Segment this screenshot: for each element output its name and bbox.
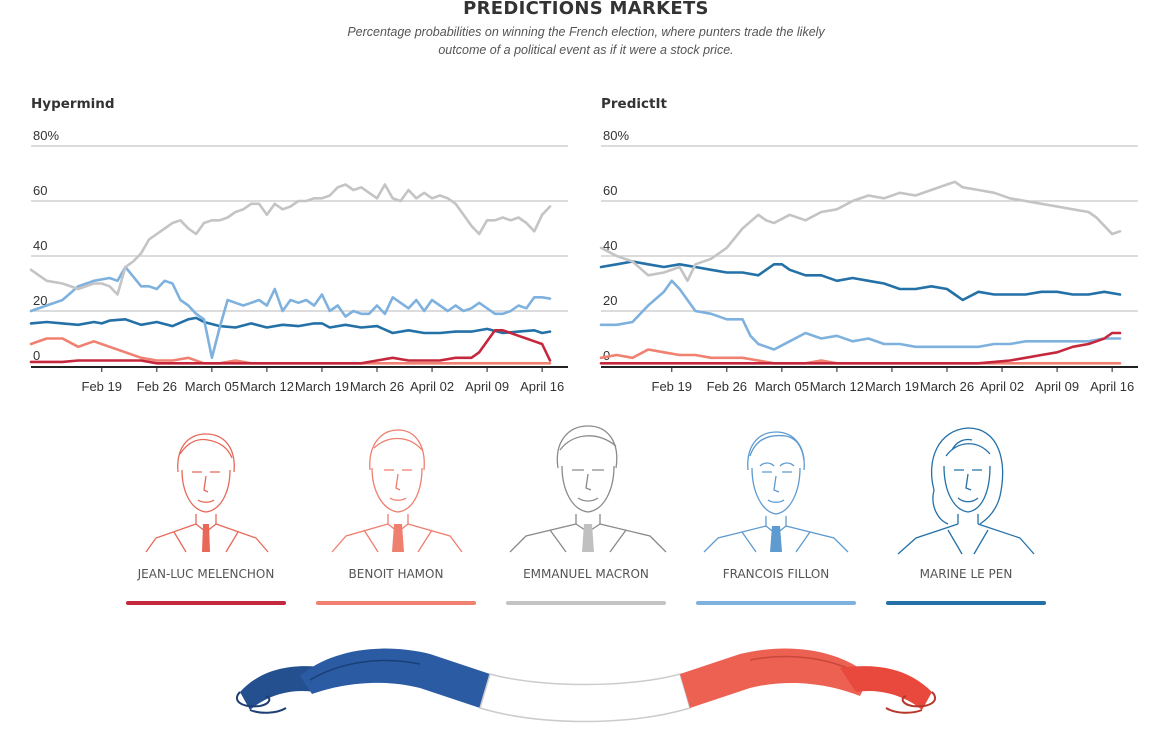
predictit-x-tick-label: April 09: [1035, 379, 1079, 394]
french-flag-ribbon-icon: [235, 648, 937, 723]
hypermind-series-francois-fillon: [29, 265, 552, 360]
predictit-y-tick-label: 80%: [603, 128, 629, 143]
predictit-series-francois-fillon: [599, 279, 1122, 351]
predictit-series-benoit-hamon: [599, 348, 1122, 365]
predictit-x-tick-label: Feb 26: [707, 379, 747, 394]
hypermind-series-jean-luc-melenchon: [29, 329, 552, 365]
hypermind-series-marine-le-pen: [29, 316, 552, 335]
predictit-x-tick-label: April 02: [980, 379, 1024, 394]
candidate-name-fillon: FRANCOIS FILLON: [722, 567, 830, 581]
hypermind-y-tick-label: 80%: [33, 128, 59, 143]
macron-color-swatch: [506, 601, 666, 605]
hypermind-x-tick-label: April 16: [520, 379, 564, 394]
predictit-y-tick-label: 40: [603, 238, 617, 253]
hypermind-x-tick-label: Feb 26: [137, 379, 177, 394]
candidate-name-melenchon: JEAN-LUC MELENCHON: [137, 567, 275, 581]
page-title: PREDICTIONS MARKETS: [463, 0, 709, 19]
hypermind-x-tick-label: March 05: [185, 379, 239, 394]
candidate-name-lepen: MARINE LE PEN: [919, 567, 1013, 581]
predictit-x-tick-label: March 12: [810, 379, 864, 394]
predictit-x-tick-label: March 19: [865, 379, 919, 394]
hypermind-y-tick-label: 20: [33, 293, 47, 308]
hypermind-x-tick-label: March 19: [295, 379, 349, 394]
predictit-series-emmanuel-macron: [599, 180, 1122, 283]
fillon-color-swatch: [696, 601, 856, 605]
hamon-portrait-icon: [331, 429, 463, 553]
hypermind-x-tick-label: March 26: [350, 379, 404, 394]
candidate-name-macron: EMMANUEL MACRON: [523, 567, 649, 581]
hypermind-series-emmanuel-macron: [29, 183, 552, 296]
predictit-series-jean-luc-melenchon: [599, 331, 1122, 365]
hypermind-x-tick-label: March 12: [240, 379, 294, 394]
macron-portrait-icon: [509, 425, 667, 553]
subtitle-line-1: Percentage probabilities on winning the …: [347, 25, 825, 39]
chart-title-predictit: PredictIt: [601, 96, 667, 112]
predictit-x-tick-label: March 05: [755, 379, 809, 394]
hypermind-y-tick-label: 60: [33, 183, 47, 198]
hypermind-x-tick-label: Feb 19: [82, 379, 122, 394]
hypermind-x-tick-label: April 09: [465, 379, 509, 394]
lepen-portrait-icon: [897, 427, 1035, 555]
legend-item-lepen: MARINE LE PEN: [876, 420, 1056, 610]
melenchon-portrait-icon: [145, 433, 269, 553]
legend-item-macron: EMMANUEL MACRON: [496, 420, 676, 610]
predictit-x-tick-label: Feb 19: [652, 379, 692, 394]
hypermind-y-tick-label: 40: [33, 238, 47, 253]
chart-title-hypermind: Hypermind: [31, 96, 115, 112]
hypermind-y-tick-label: 0: [33, 348, 40, 363]
melenchon-color-swatch: [126, 601, 286, 605]
predictit-x-tick-label: March 26: [920, 379, 974, 394]
hypermind-x-tick-label: April 02: [410, 379, 454, 394]
legend-item-hamon: BENOIT HAMON: [306, 420, 486, 610]
legend-item-fillon: FRANCOIS FILLON: [686, 420, 866, 610]
candidate-name-hamon: BENOIT HAMON: [348, 567, 444, 581]
predictit-y-tick-label: 20: [603, 293, 617, 308]
predictit-x-tick-label: April 16: [1090, 379, 1134, 394]
subtitle-line-2: outcome of a political event as if it we…: [438, 43, 734, 57]
lepen-color-swatch: [886, 601, 1046, 605]
hamon-color-swatch: [316, 601, 476, 605]
predictit-y-tick-label: 60: [603, 183, 617, 198]
predictit-series-marine-le-pen: [599, 260, 1122, 302]
candidate-legend: JEAN-LUC MELENCHON BENOIT HAMON: [0, 420, 1159, 620]
legend-item-melenchon: JEAN-LUC MELENCHON: [116, 420, 296, 610]
fillon-portrait-icon: [703, 431, 849, 553]
page-subtitle: Percentage probabilities on winning the …: [286, 23, 886, 59]
